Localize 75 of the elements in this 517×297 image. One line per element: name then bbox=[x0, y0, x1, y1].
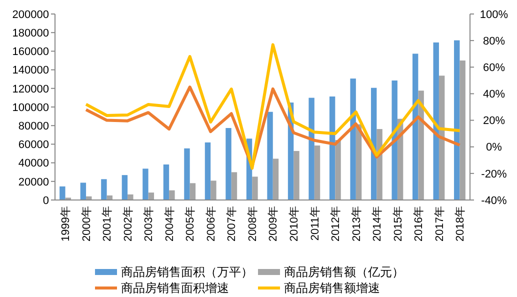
bar bbox=[454, 40, 460, 200]
bar bbox=[272, 158, 279, 200]
y2-tick-label: -20% bbox=[481, 168, 508, 180]
x-tick-label: 2013年 bbox=[350, 206, 363, 242]
bar bbox=[101, 179, 107, 200]
y-tick-label: 20000 bbox=[18, 176, 49, 188]
y-tick-label: 60000 bbox=[18, 139, 49, 152]
bar bbox=[350, 78, 356, 200]
legend-label: 商品房销售额（亿元） bbox=[284, 265, 404, 280]
y2-tick-label: 40% bbox=[482, 88, 506, 101]
bar bbox=[392, 80, 398, 200]
y2-tick-label: -40% bbox=[481, 194, 508, 207]
x-tick-label: 2010年 bbox=[288, 206, 300, 242]
x-tick-label: 2017年 bbox=[434, 206, 446, 242]
x-tick-label: 2009年 bbox=[268, 206, 280, 242]
bar bbox=[267, 112, 273, 200]
x-tick-label: 2003年 bbox=[143, 206, 156, 242]
bar bbox=[226, 128, 232, 200]
x-tick-label: 2018年 bbox=[454, 206, 467, 242]
bar bbox=[412, 54, 418, 200]
x-tick-label: 2002年 bbox=[122, 206, 134, 242]
bar bbox=[210, 180, 216, 200]
bar bbox=[60, 186, 66, 200]
bar bbox=[329, 96, 336, 200]
x-tick-label: 2007年 bbox=[226, 206, 238, 242]
y-tick-label: 100000 bbox=[12, 102, 49, 114]
y-tick-label: 80000 bbox=[18, 120, 49, 132]
x-tick-label: 1999年 bbox=[60, 206, 72, 242]
x-tick-label: 2005年 bbox=[184, 206, 197, 242]
bar bbox=[128, 194, 134, 200]
bar bbox=[308, 98, 314, 200]
y2-tick-label: 60% bbox=[482, 62, 506, 74]
bar bbox=[433, 42, 439, 200]
y-tick-label: 40000 bbox=[18, 158, 49, 170]
line-series bbox=[84, 43, 462, 170]
bar bbox=[142, 168, 148, 200]
bar bbox=[418, 90, 424, 200]
bar bbox=[335, 140, 341, 200]
y-tick-label: 140000 bbox=[12, 64, 49, 77]
bar bbox=[184, 148, 190, 200]
legend-label: 商品房销售面积增速 bbox=[121, 281, 229, 296]
x-tick-label: 2001年 bbox=[102, 206, 114, 242]
bar bbox=[148, 192, 154, 200]
x-tick-label: 2014年 bbox=[372, 206, 384, 242]
bar bbox=[252, 176, 258, 200]
y-tick-label: 0 bbox=[42, 194, 49, 207]
x-tick-label: 2015年 bbox=[392, 206, 404, 242]
x-tick-label: 2000年 bbox=[80, 206, 93, 242]
y2-tick-label: 20% bbox=[482, 115, 506, 128]
bar bbox=[190, 183, 196, 200]
bar bbox=[163, 164, 170, 200]
bar bbox=[80, 182, 86, 200]
x-tick-label: 2008年 bbox=[246, 206, 259, 242]
bar bbox=[122, 175, 128, 200]
y-tick-label: 200000 bbox=[12, 8, 49, 21]
legend-label: 商品房销售额增速 bbox=[284, 281, 380, 296]
y-tick-label: 180000 bbox=[12, 27, 49, 40]
bar bbox=[438, 76, 445, 200]
y2-tick-label: 100% bbox=[480, 8, 508, 21]
bar bbox=[231, 172, 238, 200]
x-tick-label: 2004年 bbox=[164, 206, 176, 242]
bar bbox=[294, 150, 300, 200]
bar bbox=[169, 190, 175, 200]
y-tick-label: 120000 bbox=[12, 83, 49, 96]
legend-label: 商品房销售面积（万平） bbox=[121, 265, 253, 280]
y2-tick-label: 80% bbox=[482, 35, 506, 48]
bar bbox=[204, 142, 211, 200]
bar bbox=[460, 60, 466, 200]
x-tick-label: 2006年 bbox=[205, 206, 218, 242]
bar bbox=[314, 146, 320, 200]
x-tick-label: 2011年 bbox=[309, 206, 322, 241]
x-tick-label: 2016年 bbox=[413, 206, 426, 242]
y-tick-label: 160000 bbox=[12, 46, 49, 58]
y2-tick-label: 0% bbox=[486, 142, 502, 154]
x-tick-label: 2012年 bbox=[330, 206, 342, 242]
